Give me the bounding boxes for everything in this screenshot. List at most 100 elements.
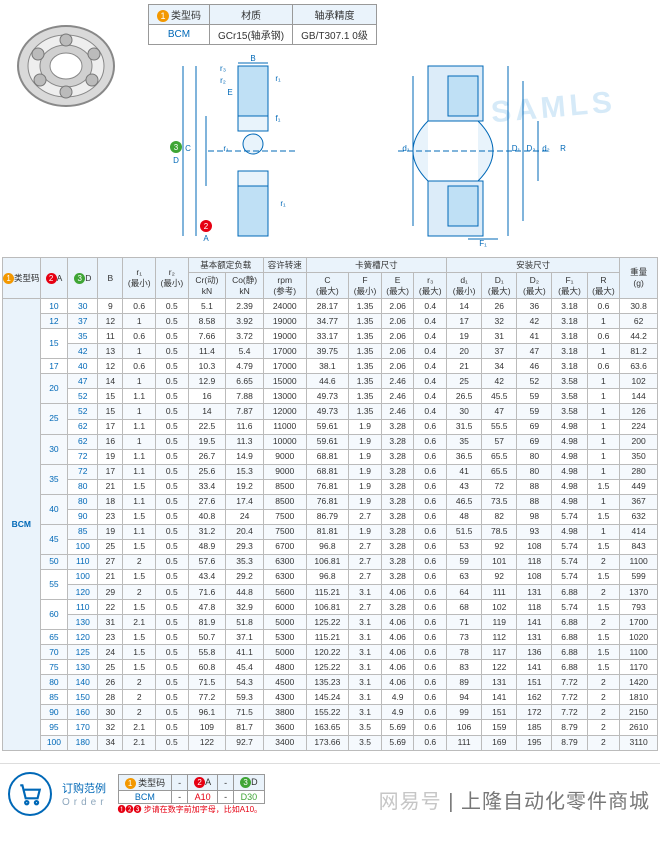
td-Cr: 10.3	[188, 359, 226, 374]
td-d1: 68	[447, 600, 482, 615]
td-D1: 112	[482, 630, 517, 645]
td-Cr: 26.7	[188, 449, 226, 464]
td-R: 2	[587, 735, 620, 750]
td-B: 23	[98, 509, 123, 524]
td-D2: 93	[517, 524, 552, 539]
th-A: 2A	[40, 258, 68, 299]
td-d1: 99	[447, 705, 482, 720]
td-r1: 1.1	[123, 449, 156, 464]
td-r3: 0.6	[414, 690, 447, 705]
svg-text:3: 3	[174, 143, 179, 152]
td-E: 2.46	[381, 404, 414, 419]
td-C: 106.81	[306, 600, 349, 615]
td-F: 3.1	[349, 705, 382, 720]
td-A: 17	[40, 359, 68, 374]
diagram-mounting: D₁ D₂ d₂ R d₁ F₁	[368, 51, 578, 251]
td-r1: 1.1	[123, 464, 156, 479]
td-r3: 0.6	[414, 464, 447, 479]
td-F: 3.1	[349, 615, 382, 630]
td-C: 135.23	[306, 675, 349, 690]
td-Cor: 20.4	[226, 524, 264, 539]
table-row: 421310.511.45.41700039.751.352.060.42037…	[3, 344, 658, 359]
td-typecode: BCM	[3, 299, 41, 750]
svg-text:f₁: f₁	[276, 114, 281, 123]
td-A: 15	[40, 329, 68, 359]
td-d1: 26.5	[447, 389, 482, 404]
td-F1: 3.18	[552, 314, 587, 329]
td-R: 2	[587, 690, 620, 705]
td-wt: 793	[620, 600, 658, 615]
td-r2: 0.5	[156, 509, 189, 524]
td-r2: 0.5	[156, 615, 189, 630]
td-r1: 1.1	[123, 419, 156, 434]
td-A: 12	[40, 314, 68, 329]
td-R: 1.5	[587, 539, 620, 554]
td-D1: 78.5	[482, 524, 517, 539]
th-F1: F₁ (最大)	[552, 273, 587, 299]
td-A: 80	[40, 675, 68, 690]
td-A: 55	[40, 569, 68, 599]
th-wt: 重量 (g)	[620, 258, 658, 299]
td-d1: 36.5	[447, 449, 482, 464]
td-D: 52	[68, 404, 98, 419]
td-D2: 36	[517, 299, 552, 314]
td-r1: 1.5	[123, 630, 156, 645]
td-r2: 0.5	[156, 630, 189, 645]
td-F: 1.35	[349, 314, 382, 329]
td-C: 86.79	[306, 509, 349, 524]
td-D1: 131	[482, 675, 517, 690]
td-C: 76.81	[306, 479, 349, 494]
td-R: 2	[587, 554, 620, 569]
td-rpm: 9000	[263, 464, 306, 479]
td-r2: 0.5	[156, 600, 189, 615]
td-R: 1	[587, 314, 620, 329]
td-F: 1.35	[349, 359, 382, 374]
td-r3: 0.6	[414, 524, 447, 539]
ov3: D30	[234, 791, 265, 804]
td-r1: 0.6	[123, 359, 156, 374]
td-d1: 46.5	[447, 494, 482, 509]
td-wt: 81.2	[620, 344, 658, 359]
td-C: 68.81	[306, 464, 349, 479]
td-r2: 0.5	[156, 660, 189, 675]
td-D1: 47	[482, 404, 517, 419]
td-D2: 52	[517, 374, 552, 389]
td-Cor: 11.3	[226, 434, 264, 449]
th-D: 3D	[68, 258, 98, 299]
table-row: 60110221.50.547.832.96000106.812.73.280.…	[3, 600, 658, 615]
td-d1: 48	[447, 509, 482, 524]
spec-h3: 轴承精度	[293, 5, 377, 25]
td-E: 2.46	[381, 374, 414, 389]
td-r2: 0.5	[156, 374, 189, 389]
td-r3: 0.6	[414, 615, 447, 630]
td-C: 39.75	[306, 344, 349, 359]
diagram-cross-section: B r₃ r₂ E r₁ f₁ r₁ r₁ C 3	[148, 51, 358, 251]
td-B: 22	[98, 600, 123, 615]
td-Cor: 11.6	[226, 419, 264, 434]
oh1: 1 类型码	[118, 775, 172, 791]
td-rpm: 11000	[263, 419, 306, 434]
td-Cr: 5.1	[188, 299, 226, 314]
td-C: 49.73	[306, 389, 349, 404]
td-r1: 1.5	[123, 645, 156, 660]
td-F1: 4.98	[552, 494, 587, 509]
td-Cr: 25.6	[188, 464, 226, 479]
td-rpm: 4300	[263, 690, 306, 705]
svg-text:r₁: r₁	[223, 144, 229, 153]
td-A: 65	[40, 630, 68, 645]
td-D: 85	[68, 524, 98, 539]
td-Cor: 37.1	[226, 630, 264, 645]
th-F: F (最小)	[349, 273, 382, 299]
td-r3: 0.6	[414, 705, 447, 720]
td-wt: 414	[620, 524, 658, 539]
td-d1: 19	[447, 329, 482, 344]
td-r1: 2	[123, 705, 156, 720]
th-rpm: 容许转速	[263, 258, 306, 273]
td-Cor: 19.2	[226, 479, 264, 494]
td-E: 3.28	[381, 554, 414, 569]
td-R: 1	[587, 464, 620, 479]
td-rpm: 8500	[263, 479, 306, 494]
td-E: 4.9	[381, 705, 414, 720]
td-D1: 122	[482, 660, 517, 675]
td-d1: 111	[447, 735, 482, 750]
